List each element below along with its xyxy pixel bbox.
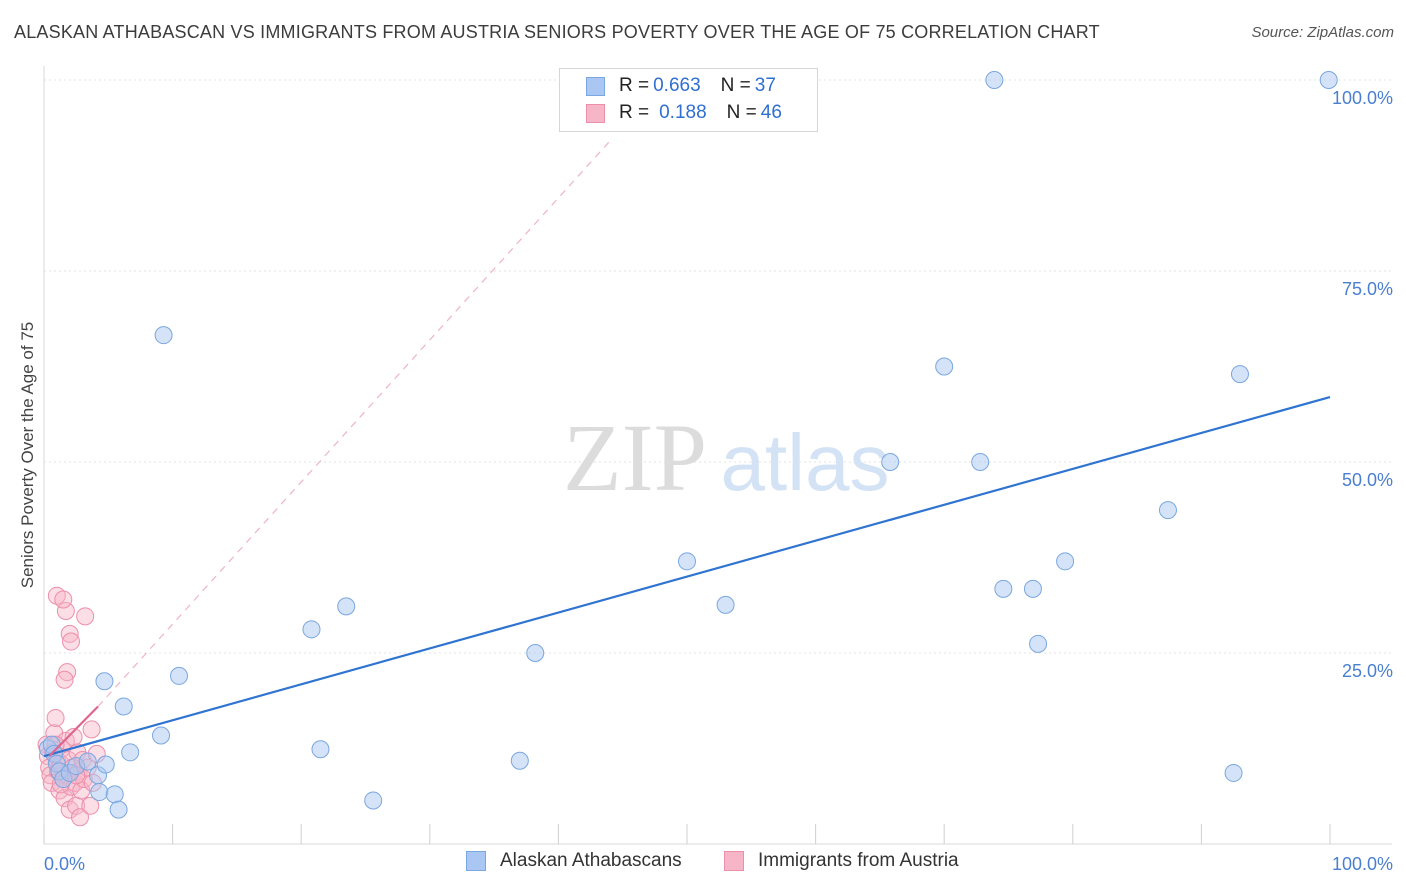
point-alaskan	[154, 326, 173, 345]
watermark-atlas: atlas	[721, 418, 890, 507]
x-tick-label: 100.0%	[1332, 854, 1393, 874]
legend-row-austria: R = 0.188 N = 46	[586, 101, 782, 125]
point-alaskan	[105, 785, 124, 804]
point-alaskan	[96, 755, 115, 774]
bottom-legend-austria: Immigrants from Austria	[724, 850, 959, 872]
point-alaskan	[364, 791, 383, 810]
point-austria	[62, 632, 81, 651]
bottom-legend-swatch-pink	[724, 851, 744, 871]
legend-n-label: N =	[726, 102, 757, 123]
chart-title: ALASKAN ATHABASCAN VS IMMIGRANTS FROM AU…	[14, 22, 1100, 42]
point-alaskan	[971, 453, 990, 471]
point-alaskan	[526, 644, 545, 662]
legend-row-alaskan: R = 0.663 N = 37	[586, 74, 776, 98]
watermark: ZIP atlas	[563, 404, 889, 511]
bottom-legend-label-alaskan: Alaskan Athabascans	[500, 850, 682, 871]
point-alaskan	[121, 743, 140, 762]
point-alaskan	[337, 597, 356, 616]
point-alaskan	[510, 751, 529, 770]
point-alaskan	[994, 579, 1013, 598]
point-alaskan	[1158, 501, 1177, 520]
point-alaskan	[1224, 763, 1243, 782]
point-alaskan	[95, 672, 114, 691]
y-tick-label: 100.0%	[1332, 88, 1393, 108]
point-alaskan	[90, 783, 109, 802]
source-label: Source: ZipAtlas.com	[1251, 24, 1394, 41]
y-tick-label: 25.0%	[1342, 661, 1393, 681]
tick-labels: 25.0% 50.0% 75.0% 100.0% 0.0% 100.0%	[44, 88, 1393, 874]
point-austria	[81, 796, 100, 815]
legend-swatch-pink	[586, 103, 605, 123]
correlation-legend: R = 0.663 N = 37 R = 0.188 N = 46	[559, 68, 818, 132]
legend-n-value: 46	[760, 102, 782, 123]
point-austria	[46, 708, 65, 727]
point-austria	[76, 607, 95, 626]
point-austria	[56, 601, 75, 620]
data-points	[37, 71, 1338, 827]
y-tick-label: 50.0%	[1342, 470, 1393, 490]
point-alaskan	[109, 800, 128, 819]
legend-r-value: 0.663	[653, 75, 701, 96]
bottom-legend-alaskan: Alaskan Athabascans	[466, 850, 682, 872]
point-alaskan	[1023, 579, 1042, 598]
point-alaskan	[1056, 552, 1075, 571]
grid-lines	[43, 66, 1392, 845]
trend-lines	[97, 140, 611, 707]
trend-line-alaskan	[43, 396, 1331, 758]
trend-line-austria	[48, 705, 99, 757]
point-austria	[64, 728, 83, 747]
point-alaskan	[1029, 634, 1048, 653]
point-alaskan	[78, 752, 97, 771]
point-austria	[54, 590, 73, 609]
point-alaskan	[152, 726, 171, 745]
y-tick-label: 75.0%	[1342, 279, 1393, 299]
point-austria	[60, 624, 79, 643]
legend-r-value: 0.188	[659, 102, 707, 123]
point-alaskan	[881, 453, 900, 471]
bottom-legend-label-austria: Immigrants from Austria	[758, 850, 959, 871]
legend-n-label: N =	[720, 75, 751, 96]
x-tick-label: 0.0%	[44, 854, 85, 874]
point-alaskan	[985, 71, 1004, 89]
point-alaskan	[935, 357, 954, 376]
legend-r-label: R =	[619, 102, 650, 123]
point-alaskan	[1319, 71, 1338, 89]
legend-n-value: 37	[754, 75, 776, 96]
point-austria	[71, 808, 90, 827]
legend-swatch-blue	[586, 76, 605, 96]
point-austria	[82, 720, 101, 739]
point-austria	[55, 670, 74, 689]
point-alaskan	[114, 697, 133, 716]
point-alaskan	[1230, 365, 1249, 384]
point-alaskan	[716, 595, 735, 614]
point-alaskan	[170, 666, 189, 685]
watermark-zip: ZIP	[563, 404, 707, 511]
point-alaskan	[311, 740, 330, 759]
bottom-legend-swatch-blue	[466, 851, 486, 871]
trend-line-austria-extended	[97, 140, 611, 707]
point-alaskan	[302, 620, 321, 639]
legend-r-label: R =	[619, 75, 650, 96]
point-alaskan	[678, 552, 696, 571]
